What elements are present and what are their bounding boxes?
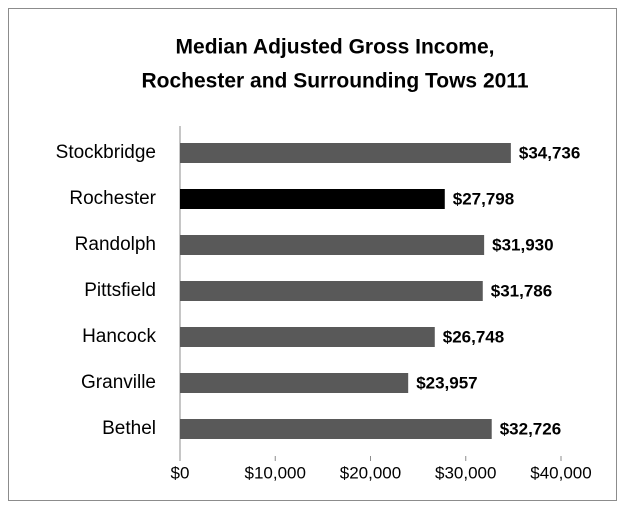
bar [180,373,409,393]
chart-title: Median Adjusted Gross Income, [176,36,495,59]
x-tick-label: $30,000 [435,463,496,482]
y-tick-label: Rochester [69,188,156,209]
y-tick-label: Granville [81,372,156,393]
y-tick-label: Stockbridge [56,142,156,163]
y-tick-label: Randolph [75,234,156,255]
x-tick-label: $0 [171,463,190,482]
value-label: $26,748 [443,327,504,346]
x-tick-label: $10,000 [245,463,306,482]
value-label: $31,786 [491,281,552,300]
value-label: $32,726 [500,419,561,438]
bar [180,143,511,163]
bar [180,419,492,439]
bar [180,281,483,301]
chart-title: Rochester and Surrounding Tows 2011 [141,70,528,93]
bar [180,189,445,209]
bar [180,327,435,347]
y-tick-label: Bethel [102,418,156,439]
y-tick-label: Hancock [82,326,156,347]
bar [180,235,485,255]
y-tick-label: Pittsfield [84,280,156,301]
value-label: $23,957 [416,373,477,392]
value-label: $34,736 [519,143,580,162]
value-label: $27,798 [453,189,514,208]
value-label: $31,930 [492,235,553,254]
x-tick-label: $40,000 [530,463,591,482]
x-tick-label: $20,000 [340,463,401,482]
